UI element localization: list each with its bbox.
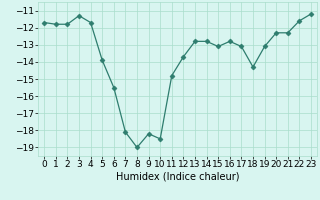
X-axis label: Humidex (Indice chaleur): Humidex (Indice chaleur) bbox=[116, 172, 239, 182]
